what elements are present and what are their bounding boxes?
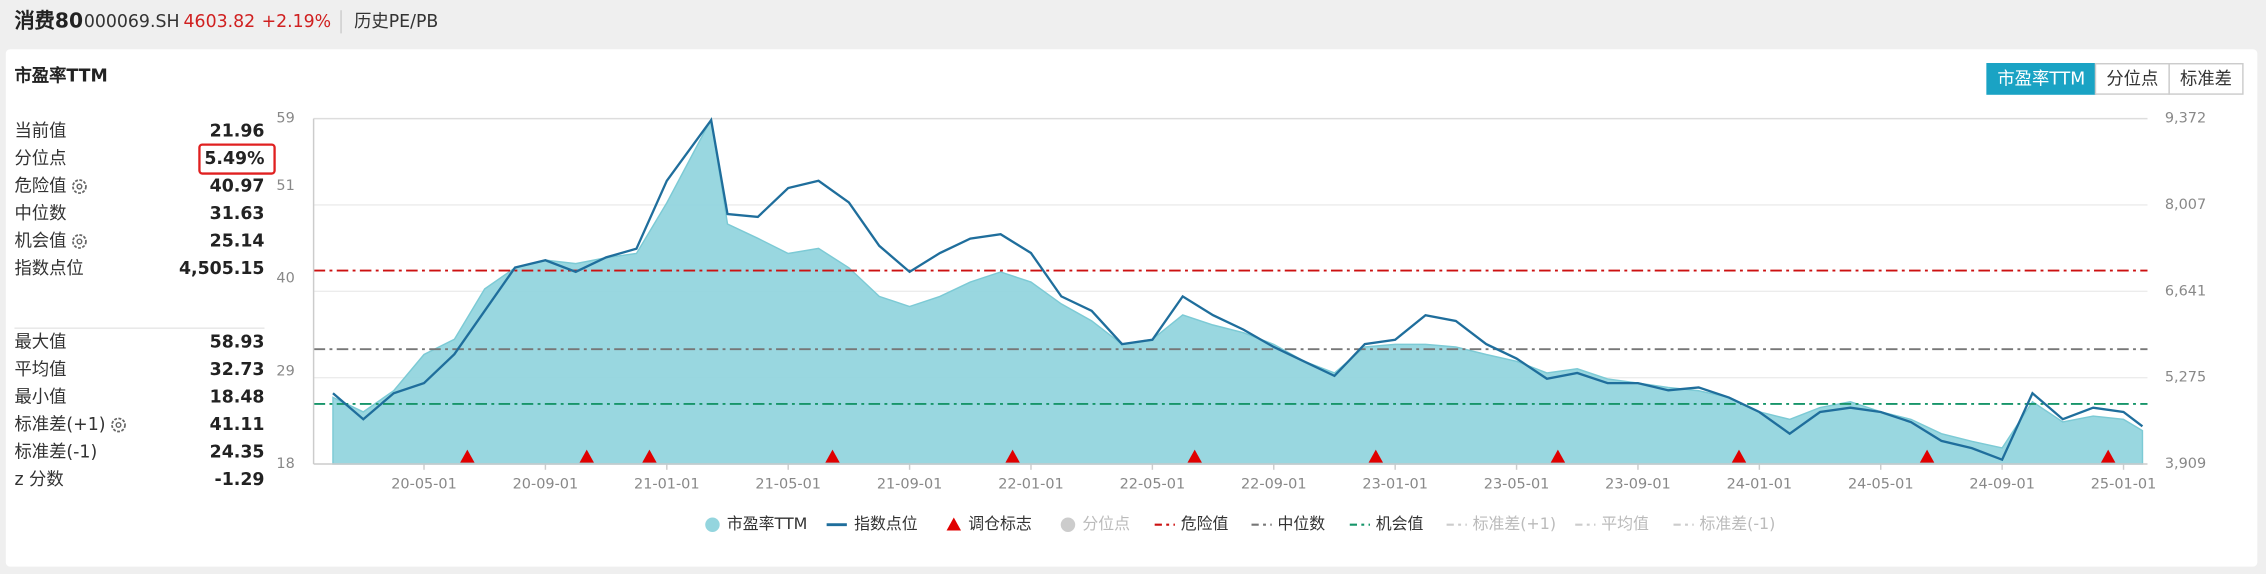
settings-icon-core — [115, 421, 122, 429]
y2-tick-label: 8,007 — [2165, 197, 2206, 213]
x-tick-label: 21-01-01 — [634, 476, 700, 492]
stat-value: -1.29 — [215, 470, 265, 490]
legend-label[interactable]: 标准差(-1) — [1700, 514, 1776, 533]
settings-icon-core — [76, 183, 83, 190]
rebalance-marker — [825, 449, 840, 463]
stat-label: 机会值 — [14, 231, 66, 251]
highlight-box — [198, 143, 276, 175]
stat-value: 21.96 — [210, 122, 265, 142]
legend-label[interactable]: 危险值 — [1181, 514, 1229, 533]
legend-label[interactable]: 指数点位 — [854, 514, 918, 533]
legend-label[interactable]: 调仓标志 — [968, 514, 1032, 533]
y2-tick-label: 3,909 — [2165, 456, 2206, 472]
y2-tick-label: 9,372 — [2165, 111, 2206, 127]
index-line — [332, 117, 2144, 462]
rebalance-marker — [579, 449, 594, 463]
rebalance-marker — [1005, 449, 1020, 463]
stat-label: 危险值 — [14, 177, 66, 197]
settings-icon-core — [76, 238, 83, 245]
index-change: +2.19% — [262, 12, 332, 32]
x-tick-label: 24-09-01 — [1969, 476, 2035, 492]
stat-label: 指数点位 — [14, 259, 83, 279]
stat-value: 40.97 — [210, 177, 265, 197]
x-tick-label: 24-01-01 — [1727, 476, 1793, 492]
stat-label: 最小值 — [14, 388, 66, 408]
stat-label: 分位点 — [14, 149, 66, 169]
x-tick-label: 20-05-01 — [391, 476, 457, 492]
toggle-button-label[interactable]: 市盈率TTM — [1997, 70, 2085, 90]
stat-value: 24.35 — [210, 442, 265, 462]
legend-label[interactable]: 分位点 — [1082, 514, 1130, 533]
y-tick-label: 40 — [276, 271, 294, 287]
x-tick-label: 22-01-01 — [998, 476, 1064, 492]
stat-label: 当前值 — [14, 122, 66, 142]
toggle-button[interactable] — [1986, 63, 2097, 95]
x-tick-label: 21-05-01 — [755, 476, 821, 492]
x-tick-label: 20-09-01 — [513, 476, 579, 492]
legend-label[interactable]: 标准差(+1) — [1473, 514, 1556, 533]
legend-symbol — [705, 517, 720, 532]
panel-title: 市盈率TTM — [14, 66, 107, 87]
y-tick-label: 29 — [276, 363, 294, 379]
legend-label[interactable]: 中位数 — [1278, 514, 1326, 533]
rebalance-marker — [1550, 449, 1566, 463]
legend-label[interactable]: 机会值 — [1376, 514, 1424, 533]
index-name: 消费80 — [14, 8, 83, 32]
rebalance-marker — [1731, 449, 1747, 463]
rebalance-marker — [1187, 449, 1202, 463]
x-tick-label: 23-05-01 — [1484, 476, 1550, 492]
y2-tick-label: 5,275 — [2165, 370, 2206, 386]
toggle-button-label[interactable]: 标准差 — [2180, 70, 2232, 90]
pe-area — [332, 116, 2144, 465]
stat-value: 5.49% — [204, 149, 264, 169]
y2-tick-label: 6,641 — [2165, 283, 2206, 299]
stat-value: 41.11 — [210, 415, 265, 435]
stat-label: 平均值 — [14, 360, 66, 380]
y-tick-label: 51 — [276, 178, 294, 194]
settings-icon[interactable] — [111, 417, 126, 433]
index-price: 4603.82 — [184, 12, 256, 32]
stat-value: 25.14 — [210, 231, 265, 251]
rebalance-marker — [1919, 449, 1935, 463]
stat-label: 中位数 — [14, 204, 66, 224]
toggle-button[interactable] — [2168, 63, 2244, 95]
stat-label: 标准差(+1) — [14, 415, 105, 435]
legend-label[interactable]: 市盈率TTM — [727, 514, 807, 533]
stat-label: z 分数 — [14, 470, 63, 490]
y-tick-label: 18 — [276, 456, 294, 472]
toggle-button-label[interactable]: 分位点 — [2106, 70, 2158, 90]
legend-symbol — [1060, 517, 1076, 532]
stat-value: 31.63 — [210, 204, 265, 224]
rebalance-marker — [642, 449, 657, 463]
y-tick-label: 59 — [276, 111, 294, 127]
x-tick-label: 22-05-01 — [1120, 476, 1186, 492]
index-code: 000069.SH — [84, 12, 180, 32]
legend-label[interactable]: 平均值 — [1601, 514, 1649, 533]
x-tick-label: 25-01-01 — [2091, 476, 2157, 492]
x-tick-label: 21-09-01 — [877, 476, 943, 492]
settings-icon[interactable] — [72, 234, 87, 249]
legend-symbol — [946, 517, 962, 531]
stat-value: 4,505.15 — [179, 259, 265, 279]
x-tick-label: 23-09-01 — [1605, 476, 1671, 492]
stat-label: 标准差(-1) — [14, 442, 97, 462]
settings-icon[interactable] — [72, 179, 87, 194]
x-tick-label: 23-01-01 — [1362, 476, 1428, 492]
rebalance-marker — [2100, 449, 2116, 463]
stat-label: 最大值 — [14, 333, 66, 353]
tab[interactable]: 历史PE/PB — [354, 12, 438, 32]
rebalance-marker — [1368, 449, 1384, 463]
stat-value: 58.93 — [210, 333, 265, 353]
stat-value: 18.48 — [210, 388, 265, 408]
stat-value: 32.73 — [210, 360, 265, 380]
x-tick-label: 22-09-01 — [1241, 476, 1307, 492]
rebalance-marker — [460, 449, 475, 463]
x-tick-label: 24-05-01 — [1848, 476, 1914, 492]
